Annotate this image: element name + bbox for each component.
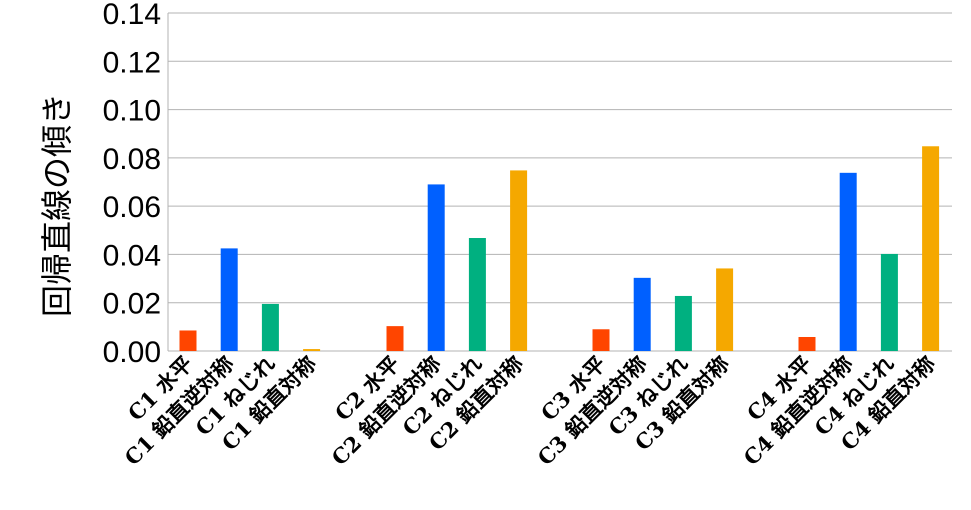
y-tick-label: 0.00 [103, 336, 161, 369]
y-tick-labels: 0.00 0.02 0.04 0.06 0.08 0.10 0.12 0.14 [103, 0, 161, 369]
y-axis-label: 回帰直線の傾き [38, 93, 76, 317]
bar [427, 184, 445, 351]
y-tick-label: 0.02 [103, 288, 161, 321]
bar [303, 349, 321, 351]
bar [922, 146, 940, 351]
bar [798, 336, 816, 351]
gridlines [167, 12, 952, 352]
bar [633, 277, 651, 351]
bar [261, 303, 279, 351]
bar [510, 170, 528, 351]
bar [716, 268, 734, 351]
y-tick-label: 0.10 [103, 95, 161, 128]
bar [674, 295, 692, 351]
bar [220, 248, 238, 351]
bars [179, 146, 940, 351]
bar [880, 253, 898, 351]
bar [179, 330, 197, 351]
bar [592, 329, 610, 351]
bar [839, 172, 857, 351]
y-tick-label: 0.06 [103, 191, 161, 224]
y-tick-label: 0.08 [103, 143, 161, 176]
y-tick-label: 0.04 [103, 239, 161, 272]
y-tick-label: 0.14 [103, 0, 161, 31]
bar [386, 326, 404, 351]
y-tick-label: 0.12 [103, 46, 161, 79]
bar [468, 238, 486, 351]
